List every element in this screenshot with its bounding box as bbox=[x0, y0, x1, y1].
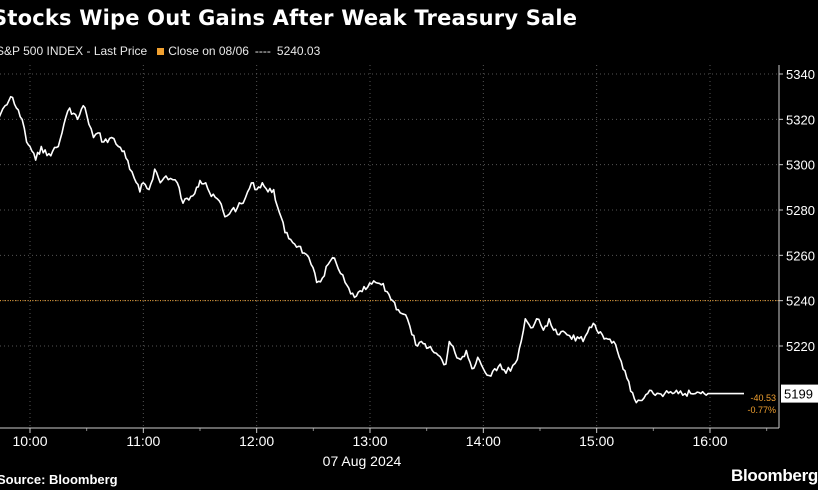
legend-swatch-close bbox=[157, 47, 165, 55]
chart-title: Stocks Wipe Out Gains After Weak Treasur… bbox=[0, 6, 578, 30]
x-tick-label-6: 16:00 bbox=[692, 433, 727, 449]
x-tick-label-4: 14:00 bbox=[466, 433, 501, 449]
x-axis: 10:00 11:00 12:00 13:00 14:00 15:00 16:00 bbox=[0, 427, 779, 449]
legend-close-value: 5240.03 bbox=[276, 44, 321, 58]
y-tick-label-5300: 5300 bbox=[786, 158, 815, 173]
change-percent-label: -0.77% bbox=[747, 405, 776, 415]
x-tick-label-2: 12:00 bbox=[239, 433, 274, 449]
legend: S&P 500 INDEX - Last Price Close on 08/0… bbox=[0, 44, 320, 58]
brand-logo-text: Bloomberg bbox=[730, 466, 818, 485]
series-line-sp500 bbox=[0, 95, 744, 404]
y-tick-label-5320: 5320 bbox=[786, 112, 815, 127]
x-tick-label-5: 15:00 bbox=[579, 433, 614, 449]
y-tick-label-5280: 5280 bbox=[786, 203, 815, 218]
y-tick-label-5220: 5220 bbox=[786, 339, 815, 354]
x-tick-label-1: 11:00 bbox=[126, 433, 160, 449]
y-tick-label-5240: 5240 bbox=[786, 294, 815, 309]
last-value-label: 5199 bbox=[784, 387, 813, 402]
x-date-label: 07 Aug 2024 bbox=[323, 453, 402, 469]
y-tick-label-5260: 5260 bbox=[786, 248, 815, 263]
grid-lines bbox=[0, 65, 779, 428]
last-value-marker: 5199 bbox=[781, 384, 818, 403]
change-absolute-label: -40.53 bbox=[750, 393, 776, 403]
x-tick-label-0: 10:00 bbox=[12, 433, 47, 449]
y-tick-label-5340: 5340 bbox=[786, 67, 815, 82]
legend-label-last-price: S&P 500 INDEX - Last Price bbox=[0, 44, 148, 58]
legend-dash: ---- bbox=[254, 44, 271, 58]
source-note: Source: Bloomberg bbox=[0, 472, 118, 487]
y-axis: 5220 5240 5260 5280 5300 5320 5340 bbox=[778, 65, 815, 428]
last-value-box bbox=[781, 384, 818, 403]
x-tick-label-3: 13:00 bbox=[352, 433, 387, 449]
legend-label-close: Close on 08/06 bbox=[168, 44, 249, 58]
